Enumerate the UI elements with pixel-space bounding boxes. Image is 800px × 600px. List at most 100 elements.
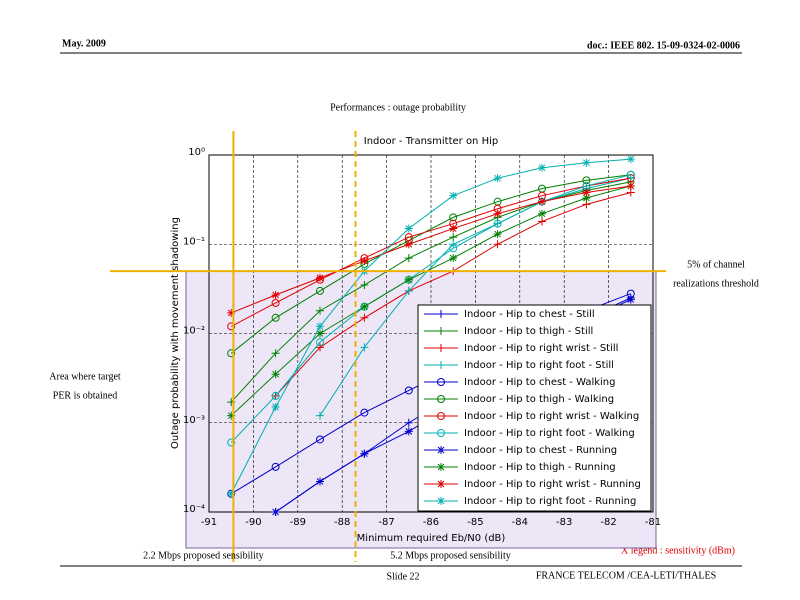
marker [271, 462, 280, 471]
series-line [230, 181, 631, 403]
slide-number: Slide 22 [386, 571, 419, 582]
y-tick-label: 10⁻⁴ [183, 504, 205, 515]
slide-title: Performances : outage probability [330, 102, 466, 113]
marker-circle [227, 349, 236, 358]
x-tick-label: -91 [201, 517, 217, 528]
marker-diag [583, 194, 590, 202]
marker [404, 418, 413, 427]
marker [227, 438, 236, 447]
marker-diag [437, 446, 445, 454]
marker-diag [361, 450, 368, 458]
x-tick-label: -84 [512, 517, 528, 528]
marker-circle [493, 219, 502, 228]
marker [316, 306, 324, 315]
marker-circle [227, 322, 236, 331]
marker-diag [272, 403, 279, 411]
marker [316, 435, 324, 444]
x-tick-label: -85 [467, 517, 483, 528]
marker [449, 254, 458, 263]
plot-frame [208, 154, 654, 513]
marker [360, 408, 369, 417]
marker-diag [272, 370, 279, 378]
marker-cross [316, 343, 324, 352]
legend-label: Indoor - Hip to thigh - Still [464, 326, 593, 337]
marker-diag [361, 303, 368, 310]
legend-label: Indoor - Hip to chest - Walking [464, 377, 615, 388]
marker-diag [494, 210, 501, 218]
marker-cross [404, 254, 413, 263]
marker-diag [405, 276, 413, 284]
x-tick-label: -83 [556, 517, 572, 528]
x-legend-note: X legend : sensitivity (dBm) [621, 545, 735, 556]
marker [360, 343, 369, 352]
marker-diag [494, 174, 501, 182]
marker-cross [316, 411, 324, 420]
marker [316, 343, 324, 352]
marker [493, 219, 502, 228]
marker-diag [449, 192, 457, 200]
marker [626, 155, 635, 164]
series-line [319, 177, 631, 416]
marker-cross [449, 240, 458, 249]
marker-diag [627, 296, 635, 303]
header-date: May. 2009 [62, 38, 106, 49]
marker-circle [360, 408, 369, 417]
marker-circle [582, 176, 591, 185]
marker-cross [538, 217, 546, 226]
marker [404, 275, 413, 284]
marker-diag [627, 182, 635, 190]
marker-diag [272, 291, 279, 299]
legend-label: Indoor - Hip to right wrist - Walking [464, 411, 639, 422]
marker-circle [437, 429, 445, 437]
marker [582, 188, 591, 197]
marker [582, 176, 591, 185]
marker [404, 427, 413, 436]
marker [437, 446, 445, 454]
marker [271, 313, 280, 322]
marker-cross [316, 306, 324, 315]
marker-diag [437, 480, 445, 488]
marker [271, 391, 280, 400]
x-tick-label: -86 [423, 517, 439, 528]
marker-diag [583, 189, 590, 196]
marker-circle [449, 213, 458, 222]
x-tick-label: -87 [378, 517, 394, 528]
marker [271, 508, 280, 516]
x-tick-label: -81 [645, 517, 661, 528]
marker [437, 310, 445, 318]
marker-diag [538, 198, 546, 206]
marker [316, 338, 324, 347]
marker [437, 480, 445, 488]
legend-label: Indoor - Hip to chest - Still [464, 309, 595, 320]
marker-circle [271, 462, 280, 471]
marker [437, 327, 445, 335]
sensibility-label: 5.2 Mbps proposed sensibility [390, 550, 511, 561]
marker-diag [405, 240, 413, 248]
marker [493, 230, 502, 239]
marker-circle [626, 174, 635, 183]
marker [271, 298, 280, 307]
marker [404, 254, 413, 263]
marker [626, 174, 635, 183]
marker [538, 197, 546, 206]
marker [360, 256, 369, 265]
marker-diag [272, 508, 279, 516]
x-tick-label: -90 [245, 517, 261, 528]
marker-circle [449, 244, 458, 253]
marker-diag [538, 164, 546, 172]
marker [316, 286, 324, 295]
marker [538, 209, 546, 218]
marker [316, 329, 324, 338]
marker-circle [271, 391, 280, 400]
marker [360, 449, 369, 458]
marker [493, 240, 502, 249]
marker [449, 233, 458, 242]
marker [538, 217, 546, 226]
marker [626, 295, 635, 304]
marker [437, 429, 445, 437]
marker-cross [404, 418, 413, 427]
marker-diag [405, 225, 413, 232]
marker-circle [437, 412, 445, 420]
x-tick-label: -88 [334, 517, 350, 528]
